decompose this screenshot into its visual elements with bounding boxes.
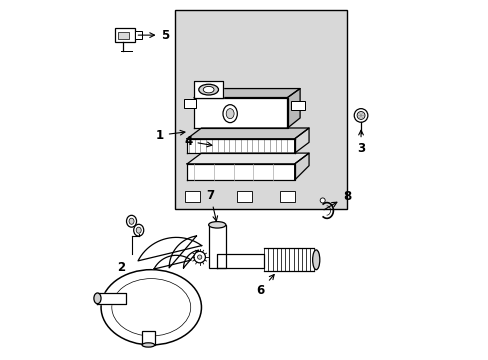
Ellipse shape: [194, 251, 205, 263]
Polygon shape: [287, 89, 300, 128]
Text: 6: 6: [256, 275, 274, 297]
Polygon shape: [294, 153, 308, 180]
Polygon shape: [194, 81, 223, 98]
Polygon shape: [217, 253, 264, 268]
Bar: [185, 191, 199, 202]
Polygon shape: [97, 293, 126, 304]
Ellipse shape: [223, 105, 237, 123]
Polygon shape: [194, 98, 287, 128]
Ellipse shape: [312, 250, 319, 270]
Ellipse shape: [198, 84, 218, 95]
Ellipse shape: [142, 343, 154, 347]
Text: 5: 5: [138, 29, 169, 42]
Bar: [280, 191, 294, 202]
Polygon shape: [187, 139, 294, 153]
Ellipse shape: [226, 109, 234, 119]
Ellipse shape: [197, 255, 202, 259]
Text: 3: 3: [356, 130, 365, 156]
Ellipse shape: [203, 86, 214, 93]
Bar: [142, 330, 155, 345]
Ellipse shape: [356, 112, 364, 120]
Ellipse shape: [320, 198, 325, 203]
Text: 7: 7: [206, 189, 217, 221]
Bar: [290, 101, 305, 110]
Ellipse shape: [353, 109, 367, 122]
Text: 2: 2: [117, 261, 124, 274]
Polygon shape: [187, 153, 308, 164]
Polygon shape: [187, 164, 294, 180]
Polygon shape: [294, 128, 308, 153]
Polygon shape: [187, 128, 308, 139]
Polygon shape: [169, 236, 198, 268]
Bar: [118, 32, 129, 39]
Ellipse shape: [136, 227, 141, 233]
Bar: [135, 31, 142, 39]
Ellipse shape: [133, 224, 143, 236]
Bar: [174, 10, 346, 209]
Text: 4: 4: [184, 135, 211, 148]
Polygon shape: [138, 237, 201, 269]
Ellipse shape: [208, 222, 225, 228]
Bar: [237, 191, 251, 202]
Text: 1: 1: [155, 129, 184, 142]
Ellipse shape: [94, 293, 101, 304]
Bar: [208, 225, 225, 268]
Bar: [115, 28, 135, 42]
Ellipse shape: [129, 218, 134, 224]
Bar: [183, 99, 196, 108]
Text: 8: 8: [324, 190, 351, 210]
Ellipse shape: [126, 215, 136, 227]
Polygon shape: [264, 248, 314, 271]
Polygon shape: [194, 89, 300, 98]
Ellipse shape: [101, 270, 201, 345]
